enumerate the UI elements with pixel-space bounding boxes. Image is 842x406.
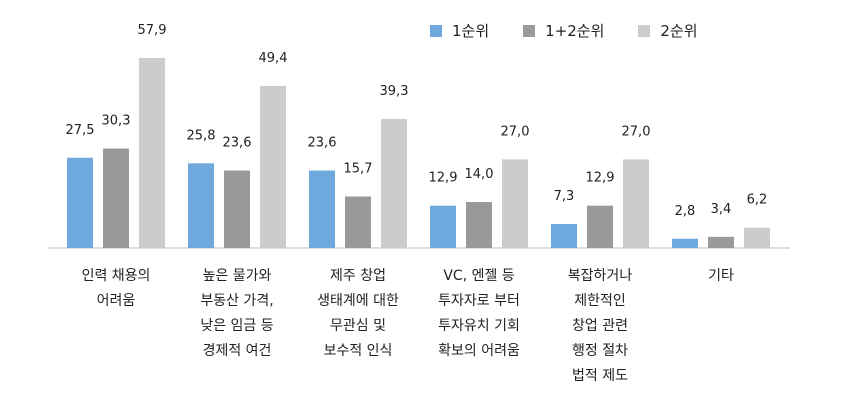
legend-label: 1+2순위 [545, 22, 605, 40]
bar-1-1 [67, 157, 93, 248]
data-label-2-6: 3,4 [711, 202, 732, 217]
data-label-3-5: 27,0 [622, 124, 651, 139]
bar-1-3 [309, 170, 335, 248]
data-label-1-3: 23,6 [308, 136, 337, 151]
data-label-3-2: 49,4 [259, 51, 288, 66]
category-label-line: 법적 제도 [572, 368, 628, 384]
data-label-2-3: 15,7 [344, 161, 373, 176]
legend-item-2: 1+2순위 [523, 20, 604, 41]
data-label-3-3: 39,3 [380, 84, 409, 99]
category-label-line: 생태계에 대한 [317, 293, 399, 309]
data-label-1-1: 27,5 [66, 123, 95, 138]
data-label-1-2: 25,8 [187, 128, 216, 143]
bar-1-5 [551, 224, 577, 248]
bar-2-3 [345, 196, 371, 248]
bar-2-2 [224, 170, 250, 248]
bar-1-6 [672, 238, 698, 248]
category-label-line: 복잡하거나 [567, 268, 633, 284]
bar-3-2 [260, 85, 286, 249]
legend-item-3: 2순위 [638, 20, 698, 41]
legend-label: 2순위 [660, 22, 698, 40]
category-label-line: 투자유치 기회 [438, 318, 520, 334]
category-label-line: 제주 창업 [330, 268, 386, 284]
category-label-line: 경제적 여건 [202, 343, 272, 359]
data-label-1-5: 7,3 [554, 189, 575, 204]
category-label-line: 무관심 및 [330, 318, 386, 334]
data-label-2-1: 30,3 [102, 114, 131, 129]
data-label-1-6: 2,8 [675, 204, 696, 219]
bar-1-2 [188, 163, 214, 248]
data-label-2-2: 23,6 [223, 136, 252, 151]
legend-swatch [638, 24, 651, 37]
category-label-line: 낮은 임금 등 [200, 318, 274, 334]
bar-3-4 [502, 159, 528, 248]
legend-item-1: 1순위 [430, 20, 489, 41]
legend: 1순위 1+2순위 2순위 [430, 20, 698, 41]
category-label-line: 보수적 인식 [323, 343, 393, 359]
bar-3-3 [381, 119, 407, 248]
bar-1-4 [430, 205, 456, 248]
data-label-3-6: 6,2 [747, 193, 768, 208]
legend-swatch [430, 24, 442, 37]
bar-3-5 [623, 159, 649, 248]
category-label-line: 확보의 어려움 [438, 343, 520, 359]
category-label-line: 제한적인 [574, 293, 626, 309]
category-label-line: 인력 채용의 [81, 268, 151, 284]
bar-2-1 [103, 148, 129, 248]
bar-3-1 [139, 58, 165, 248]
category-label-line: VC, 엔젤 등 [443, 268, 515, 284]
category-label-line: 높은 물가와 [202, 268, 272, 284]
bar-2-5 [587, 205, 613, 248]
data-label-3-1: 57,9 [138, 23, 167, 38]
category-label-line: 부동산 가격, [200, 293, 274, 309]
legend-swatch [523, 24, 536, 37]
bar-3-6 [744, 227, 770, 248]
legend-label: 1순위 [452, 22, 490, 40]
bar-2-6 [708, 236, 734, 248]
data-label-1-4: 12,9 [429, 171, 458, 186]
category-label-line: 투자자로 부터 [438, 293, 520, 309]
bar-2-4 [466, 202, 492, 248]
data-label-2-4: 14,0 [465, 167, 494, 182]
category-label-line: 행정 절차 [572, 343, 628, 359]
category-label-line: 기타 [708, 268, 734, 284]
category-label-6: 기타 [661, 264, 781, 289]
data-label-2-5: 12,9 [586, 171, 615, 186]
category-label-line: 창업 관련 [572, 318, 628, 334]
category-label-line: 어려움 [96, 293, 136, 309]
data-label-3-4: 27,0 [501, 124, 530, 139]
